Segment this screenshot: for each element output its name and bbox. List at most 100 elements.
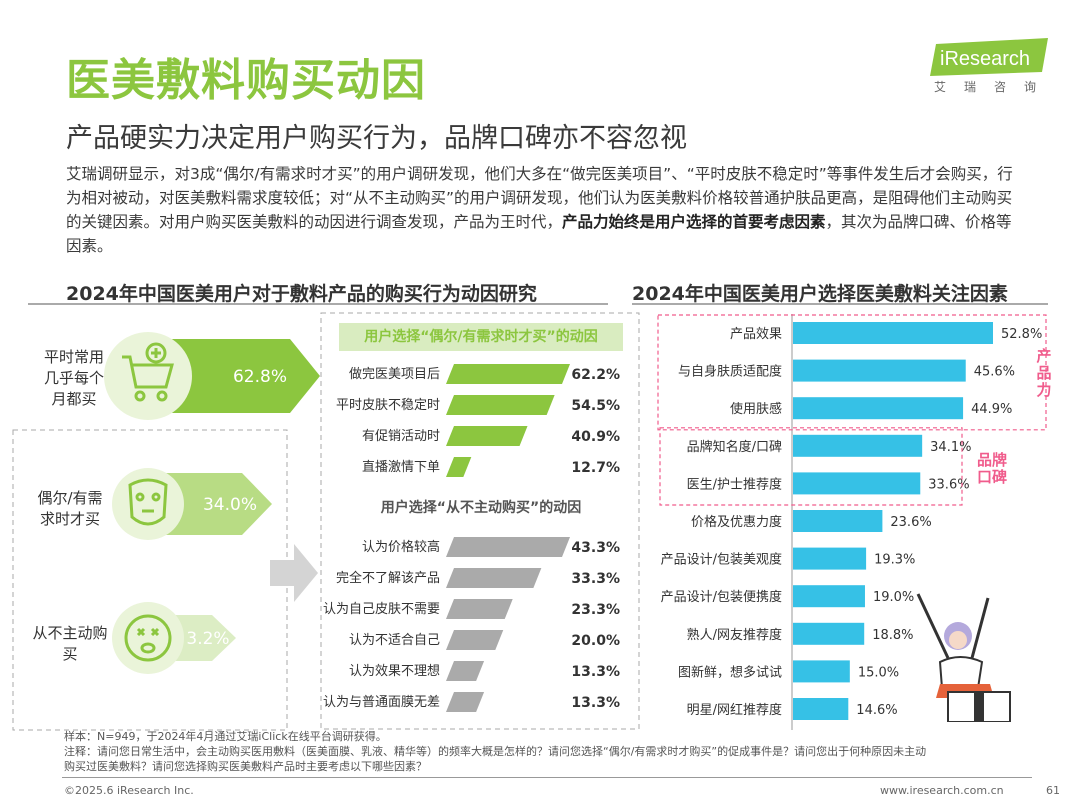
factor-bar: [793, 622, 865, 645]
segment-never-pct: 3.2%: [186, 629, 229, 649]
occasional-value-label: 40.9%: [571, 429, 620, 445]
left-title-underline: [28, 303, 608, 305]
group-tag-product: 产品力: [1036, 347, 1052, 399]
never-category-label: 认为与普通面膜无差: [323, 695, 440, 710]
never-category-label: 认为不适合自己: [349, 633, 440, 648]
segment-occasional-arrow: [150, 473, 272, 535]
never-bar: [446, 661, 485, 681]
factor-bar: [793, 322, 993, 344]
factor-value-label: 14.6%: [856, 703, 897, 718]
celebrating-person-illustration: [916, 593, 1011, 722]
never-category-label: 认为价格较高: [362, 539, 440, 555]
footer-url: www.iresearch.com.cn: [880, 784, 1004, 797]
factor-bar: [793, 510, 883, 532]
never-bar: [446, 692, 485, 712]
factor-bar: [793, 472, 921, 495]
occasional-category-label: 直播激情下单: [362, 460, 440, 475]
factor-bar: [793, 359, 966, 382]
factor-bar: [793, 660, 850, 683]
intro-paragraph: 艾瑞调研显示，对3成“偶尔/有需求时才买”的用户调研发现，他们大多在“做完医美项…: [66, 165, 1013, 255]
factor-group-box: [659, 427, 963, 506]
never-category-label: 完全不了解该产品: [336, 570, 440, 586]
never-value-label: 13.3%: [571, 695, 620, 711]
factor-category-label: 熟人/网友推荐度: [687, 627, 782, 643]
segment-occasional-pct: 34.0%: [203, 495, 257, 515]
never-chart-header: 用户选择“从不主动购买”的动因: [380, 500, 582, 516]
occasional-value-label: 62.2%: [571, 367, 620, 383]
group-tag-brand: 品牌口碑: [976, 451, 1007, 486]
face-mask-icon: [128, 478, 168, 526]
segment-never-graphic: 3.2%: [112, 602, 236, 674]
factor-value-label: 44.9%: [971, 402, 1012, 417]
factor-value-label: 52.8%: [1001, 327, 1042, 342]
svg-text:iResearch: iResearch: [940, 48, 1030, 70]
segment-label-occasional: 偶尔/有需求时才买: [37, 489, 103, 528]
occasional-category-label: 做完医美项目后: [349, 367, 440, 382]
occasional-bar: [446, 395, 555, 415]
segment-occasional-graphic: 34.0%: [112, 468, 272, 540]
never-bar: [446, 537, 570, 557]
segment-regular-arrow: [150, 339, 320, 413]
page-subtitle: 产品硬实力决定用户购买行为，品牌口碑亦不容忽视: [66, 123, 687, 154]
middle-frame: [320, 312, 640, 730]
never-value-label: 23.3%: [571, 602, 620, 618]
factor-value-label: 23.6%: [890, 515, 931, 530]
factor-category-label: 产品设计/包装便携度: [661, 589, 782, 605]
factor-category-label: 产品效果: [730, 327, 782, 342]
middle-bar-charts: 做完医美项目后 62.2% 平时皮肤不稳定时 54.5% 有促销活动时 40.9% 直播激情…: [323, 364, 620, 712]
survey-note-line2: 购买过医美敷料？请问您选择购买医美敷料产品时主要考虑以下哪些因素？: [64, 760, 427, 773]
factor-value-label: 19.0%: [873, 590, 914, 605]
factor-category-label: 与自身肤质适配度: [678, 364, 782, 380]
right-arrow-icon: [270, 544, 318, 602]
factor-bar: [793, 585, 865, 608]
factor-group-box: [657, 314, 1047, 431]
never-bar: [446, 630, 504, 650]
factor-bar: [793, 397, 964, 420]
factor-category-label: 使用肤感: [730, 401, 782, 417]
page-title: 医美敷料购买动因: [66, 55, 426, 106]
occasional-bar: [446, 457, 472, 477]
factor-value-label: 33.6%: [928, 477, 969, 492]
factor-value-label: 45.6%: [974, 365, 1015, 380]
logo-subtitle: 艾瑞咨询: [934, 80, 1055, 94]
footer-copyright: ©2025.6 iResearch Inc.: [64, 784, 194, 797]
occasional-category-label: 平时皮肤不稳定时: [336, 397, 440, 413]
occasional-bar: [446, 426, 528, 446]
factor-category-label: 医生/护士推荐度: [687, 476, 782, 492]
occasional-value-label: 54.5%: [571, 398, 620, 414]
factor-bar: [793, 698, 849, 720]
occasional-chart-header: 用户选择“偶尔/有需求时才买”的动因: [339, 323, 623, 351]
occasional-category-label: 有促销活动时: [362, 429, 440, 444]
never-category-label: 认为效果不理想: [349, 663, 440, 679]
factor-bar: [793, 547, 867, 570]
factor-category-label: 明星/网红推荐度: [687, 702, 782, 718]
left-section-title: 2024年中国医美用户对于敷料产品的购买行为动因研究: [66, 283, 537, 305]
right-title-underline: [632, 303, 1048, 305]
segment-regular-graphic: 62.8%: [104, 332, 320, 420]
factor-bar: [793, 434, 923, 457]
iresearch-logo: iResearch: [930, 38, 1048, 76]
never-value-label: 43.3%: [571, 540, 620, 556]
factor-value-label: 34.1%: [930, 440, 971, 455]
dizzy-face-icon: [124, 614, 172, 662]
occasional-bar: [446, 364, 570, 384]
factor-category-label: 品牌知名度/口碑: [687, 439, 782, 455]
never-category-label: 认为自己皮肤不需要: [323, 602, 440, 617]
factor-category-label: 价格及优惠力度: [691, 514, 782, 530]
segment-regular-pct: 62.8%: [233, 367, 287, 387]
never-value-label: 13.3%: [571, 664, 620, 680]
right-bar-chart: 产品效果 52.8% 与自身肤质适配度 45.6% 使用肤感 44.9% 品牌知名度/口碑 3…: [657, 314, 1047, 730]
never-value-label: 20.0%: [571, 633, 620, 649]
sample-note: 样本：N=949，于2024年4月通过艾瑞iClick在线平台调研获得。: [64, 730, 387, 743]
factor-value-label: 19.3%: [874, 553, 915, 568]
factor-value-label: 18.8%: [872, 628, 913, 643]
occasional-value-label: 12.7%: [571, 460, 620, 476]
page-number: 61: [1046, 784, 1060, 797]
right-section-title: 2024年中国医美用户选择医美敷料关注因素: [632, 283, 1008, 305]
segment-regular-circle: [104, 332, 192, 420]
never-bar: [446, 599, 513, 619]
segment-label-regular: 平时常用几乎每个月都买: [43, 348, 104, 408]
never-bar: [446, 568, 542, 588]
never-value-label: 33.3%: [571, 571, 620, 587]
segment-label-never: 从不主动购买: [32, 624, 108, 663]
